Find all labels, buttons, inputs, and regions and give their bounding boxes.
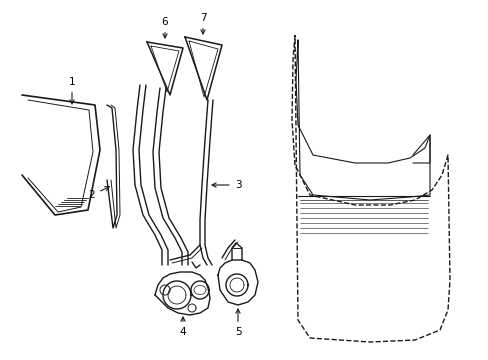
Text: 2: 2 xyxy=(88,186,109,200)
Text: 3: 3 xyxy=(212,180,241,190)
Text: 5: 5 xyxy=(234,309,241,337)
Text: 4: 4 xyxy=(179,317,186,337)
Text: 6: 6 xyxy=(162,17,168,38)
Text: 1: 1 xyxy=(68,77,75,104)
Text: 7: 7 xyxy=(199,13,206,34)
